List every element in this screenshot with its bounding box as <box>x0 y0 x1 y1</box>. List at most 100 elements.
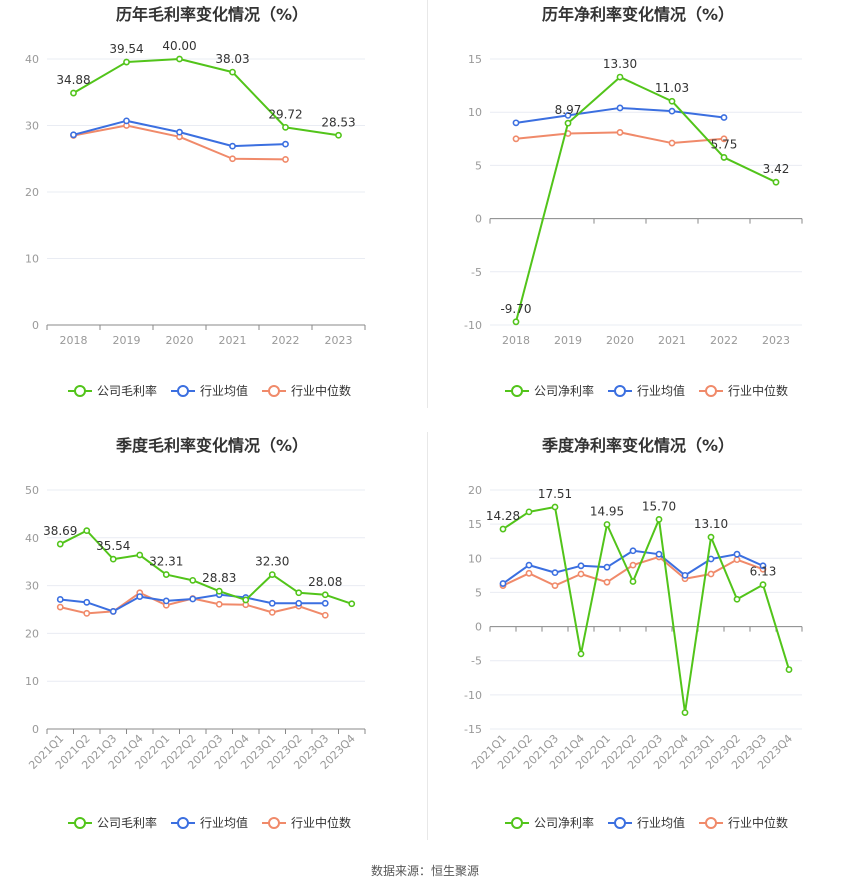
data-point-company <box>681 709 689 717</box>
data-point-median <box>215 600 223 608</box>
chart-legend: 公司毛利率 行业均值 行业中位数 <box>68 383 351 398</box>
data-point-average <box>525 561 533 569</box>
y-tick-label: 0 <box>475 213 482 226</box>
data-point-average <box>668 107 676 115</box>
data-point-median <box>525 569 533 577</box>
legend-label: 行业均值 <box>200 815 248 830</box>
legend-item-average: 行业均值 <box>171 383 248 398</box>
data-point-median <box>321 611 329 619</box>
data-point-company <box>525 508 533 516</box>
y-tick-label: 10 <box>25 253 39 266</box>
data-point-median <box>707 570 715 578</box>
x-tick-label: 2022 <box>710 334 738 347</box>
y-tick-label: 15 <box>468 518 482 531</box>
data-point-average <box>681 571 689 579</box>
data-label: 29.72 <box>268 107 302 121</box>
data-label: 28.53 <box>321 115 355 129</box>
legend-label: 公司净利率 <box>534 815 594 830</box>
legend-item-average: 行业均值 <box>171 815 248 830</box>
x-tick-label: 2018 <box>502 334 530 347</box>
data-point-average <box>321 599 329 607</box>
y-tick-label: 30 <box>25 120 39 133</box>
y-tick-label: 30 <box>25 580 39 593</box>
legend-label: 行业均值 <box>637 383 685 398</box>
series-line-company <box>59 529 353 605</box>
data-point-average <box>499 580 507 587</box>
legend-swatch-marker <box>268 817 280 829</box>
data-point-company <box>707 533 715 541</box>
data-point-company <box>499 525 507 533</box>
legend-item-median: 行业中位数 <box>262 815 351 830</box>
data-point-company <box>551 503 559 511</box>
data-point-average <box>564 111 572 119</box>
data-point-company <box>603 521 611 528</box>
vertical-divider-bottom <box>427 432 428 840</box>
data-label: 14.95 <box>590 504 624 518</box>
series-line-company <box>72 58 339 137</box>
data-point-company <box>785 666 793 673</box>
y-tick-label: 40 <box>25 53 39 66</box>
legend-item-company: 公司毛利率 <box>68 815 157 830</box>
data-point-average <box>616 104 624 112</box>
data-point-median <box>83 609 91 617</box>
data-point-company <box>616 73 624 81</box>
data-label: 28.08 <box>308 575 342 589</box>
legend-swatch-marker <box>268 385 280 397</box>
data-point-company <box>772 178 780 186</box>
data-point-company <box>215 587 223 595</box>
y-tick-label: 20 <box>25 627 39 640</box>
data-point-average <box>551 569 559 577</box>
y-tick-label: 5 <box>475 159 482 172</box>
y-tick-label: -10 <box>464 689 482 702</box>
data-point-company <box>512 318 520 326</box>
chart-title: 季度净利率变化情况（%） <box>541 436 734 455</box>
data-point-company <box>577 650 585 658</box>
chart-title: 历年毛利率变化情况（%） <box>116 5 308 24</box>
data-point-average <box>162 597 170 605</box>
chart-panel-2: 历年净利率变化情况（%） -10 -5 0 5 10 15 2018 2019 2020 2021 2… <box>464 5 803 398</box>
legend-item-average: 行业均值 <box>608 383 685 398</box>
data-label: 38.03 <box>215 52 249 66</box>
y-tick-label: 50 <box>25 484 39 497</box>
data-point-company <box>136 551 144 559</box>
y-tick-label: 5 <box>475 586 482 599</box>
data-label: 6.13 <box>750 565 777 579</box>
data-point-company <box>109 555 117 563</box>
data-label: 13.30 <box>603 57 637 71</box>
chart-legend: 公司净利率 行业均值 行业中位数 <box>505 383 788 398</box>
data-point-company <box>720 154 728 161</box>
data-point-average <box>282 140 289 148</box>
series-line-company <box>515 76 777 323</box>
data-point-company <box>242 596 250 604</box>
y-tick-label: 40 <box>25 532 39 545</box>
legend-label: 行业中位数 <box>728 815 788 830</box>
data-point-median <box>733 556 741 564</box>
data-point-average <box>123 117 130 125</box>
data-point-median <box>56 603 64 611</box>
data-point-company <box>335 131 342 139</box>
y-tick-label: 0 <box>32 319 39 332</box>
data-point-company <box>629 578 637 585</box>
y-tick-label: 15 <box>468 53 482 66</box>
legend-swatch-marker <box>177 817 189 829</box>
legend-item-median: 行业中位数 <box>699 383 788 398</box>
data-label: 32.31 <box>149 555 183 569</box>
y-tick-label: -15 <box>464 723 482 736</box>
data-point-average <box>707 555 715 563</box>
data-point-company <box>83 527 91 535</box>
x-tick-label: 2019 <box>554 334 582 347</box>
data-point-average <box>733 550 741 558</box>
legend-swatch-marker <box>177 385 189 397</box>
data-point-median <box>629 561 637 569</box>
x-tick-label: 2021 <box>219 334 247 347</box>
data-point-average <box>629 547 637 555</box>
series-line-company <box>502 506 790 714</box>
x-tick-label: 2020 <box>606 334 634 347</box>
data-point-company <box>70 89 77 97</box>
data-point-company <box>229 68 236 76</box>
data-point-median <box>282 156 289 163</box>
data-point-company <box>564 119 572 127</box>
y-tick-label: 10 <box>468 106 482 119</box>
chart-panel-3: 季度毛利率变化情况（%）010203040502021Q12021Q22021Q… <box>25 436 366 830</box>
legend-label: 公司毛利率 <box>97 815 157 830</box>
